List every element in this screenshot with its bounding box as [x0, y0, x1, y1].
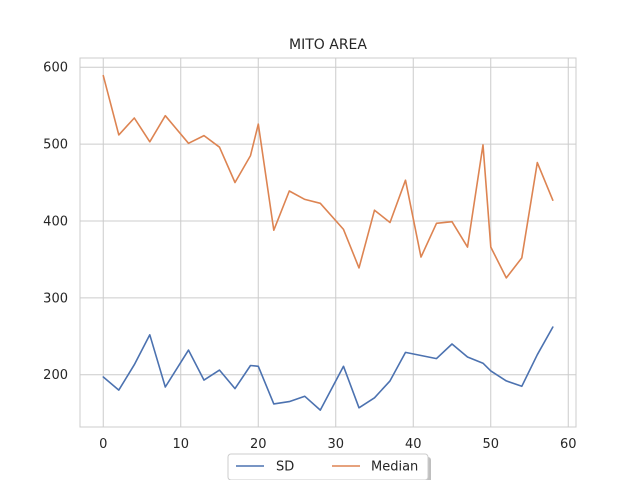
- chart-title: MITO AREA: [289, 37, 367, 53]
- legend-box: [227, 453, 429, 480]
- x-tick-label: 60: [560, 437, 577, 452]
- tick-labels: 0 10 20 30 40 50 60 200 300 400 500 600: [43, 61, 576, 452]
- series-line-median: [102, 74, 554, 279]
- series-line-sd: [102, 326, 554, 411]
- legend: SD Median: [227, 453, 431, 480]
- y-tick-label: 600: [43, 61, 68, 76]
- y-tick-label: 500: [43, 138, 68, 153]
- x-tick-label: 30: [327, 437, 344, 452]
- y-tick-label: 300: [43, 291, 68, 306]
- legend-label-median: Median: [371, 460, 418, 475]
- y-tick-label: 400: [43, 214, 68, 229]
- y-tick-label: 200: [43, 368, 68, 383]
- x-tick-label: 50: [482, 437, 499, 452]
- grid-lines: [80, 58, 576, 427]
- series-lines: [102, 74, 554, 411]
- x-tick-label: 0: [99, 437, 107, 452]
- plot-area: [79, 57, 577, 428]
- x-tick-label: 10: [172, 437, 189, 452]
- x-tick-label: 40: [405, 437, 422, 452]
- x-tick-label: 20: [250, 437, 267, 452]
- legend-label-sd: SD: [276, 460, 294, 475]
